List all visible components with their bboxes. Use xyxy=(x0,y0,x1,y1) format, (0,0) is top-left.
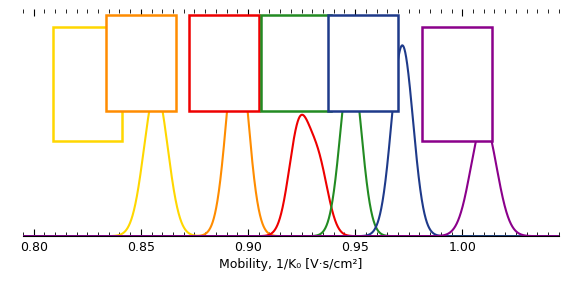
Bar xyxy=(422,27,492,141)
Bar xyxy=(106,16,176,111)
Bar xyxy=(189,16,259,111)
Bar xyxy=(52,27,122,141)
X-axis label: Mobility, 1/K₀ [V·s/cm²]: Mobility, 1/K₀ [V·s/cm²] xyxy=(219,258,362,271)
Bar xyxy=(262,16,331,111)
Bar xyxy=(328,16,398,111)
